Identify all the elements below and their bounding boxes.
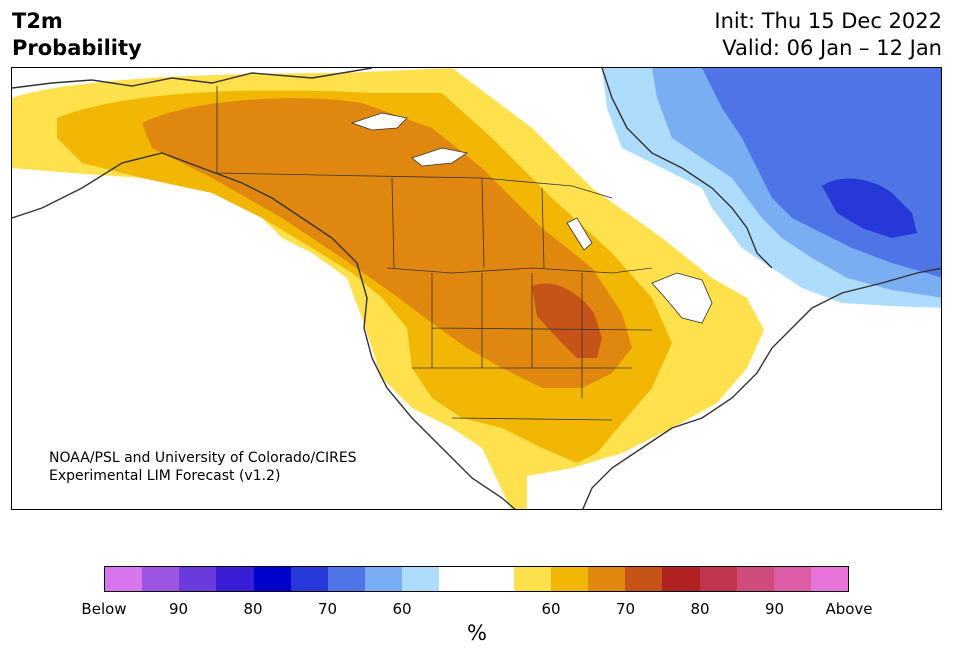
colorbar-cell-13 [588,567,626,591]
title-line-probability: Probability [12,36,142,60]
credit-line-institutions: NOAA/PSL and University of Colorado/CIRE… [49,450,357,466]
colorbar-tick-label: 60 [541,600,561,618]
forecast-map [12,68,941,509]
colorbar-tick-label: 70 [317,600,338,618]
colorbar-tick-label: 60 [392,600,412,618]
forecast-dates: Init: Thu 15 Dec 2022 Valid: 06 Jan – 12… [714,8,942,62]
colorbar-cell-7 [365,567,403,591]
title-line-variable: T2m [12,9,63,33]
colorbar-tick-label: 70 [615,600,636,618]
colorbar-cell-4 [253,567,291,591]
colorbar-cell-5 [290,567,328,591]
colorbar-tick-label: 80 [243,600,263,618]
colorbar-cell-0 [105,567,143,591]
colorbar-cell-8 [402,567,440,591]
colorbar-cell-14 [625,567,663,591]
colorbar-cell-6 [327,567,366,591]
colorbar-cell-19 [810,567,849,591]
init-date: Init: Thu 15 Dec 2022 [714,9,942,33]
colorbar-tick-label: 80 [690,600,710,618]
colorbar-cell-9 [439,567,477,591]
lake-great-slave [411,147,469,167]
map-panel [11,67,942,510]
colorbar-cell-10 [476,567,514,591]
colorbar-tick-label: Below [81,600,127,618]
colorbar-cell-15 [662,567,700,591]
colorbar-tick-label: 90 [168,600,189,618]
probability-colorbar [104,566,849,592]
colorbar-cell-18 [773,567,811,591]
lake-great-bear [350,112,408,131]
colorbar-tick-label: 90 [764,600,785,618]
coastline [12,68,941,509]
colorbar-cell-17 [736,567,774,591]
below-75-region [822,178,917,238]
forecast-credit: NOAA/PSL and University of Colorado/CIRE… [49,449,357,485]
colorbar-cell-3 [216,567,254,591]
great-lakes [651,272,713,324]
lake-winnipeg [566,217,593,251]
colorbar-cell-1 [142,567,180,591]
credit-line-model: Experimental LIM Forecast (v1.2) [49,468,281,484]
colorbar-tick-label: Above [825,600,873,618]
colorbar-cell-12 [550,567,589,591]
above-70-region [142,98,632,389]
colorbar-unit: % [467,621,487,645]
map-title: T2m Probability [12,8,142,62]
country-borders [216,86,653,421]
above-75-region [532,283,602,358]
colorbar-cell-11 [513,567,551,591]
colorbar-cell-2 [179,567,217,591]
colorbar-cell-16 [699,567,737,591]
valid-dates: Valid: 06 Jan – 12 Jan [722,36,942,60]
